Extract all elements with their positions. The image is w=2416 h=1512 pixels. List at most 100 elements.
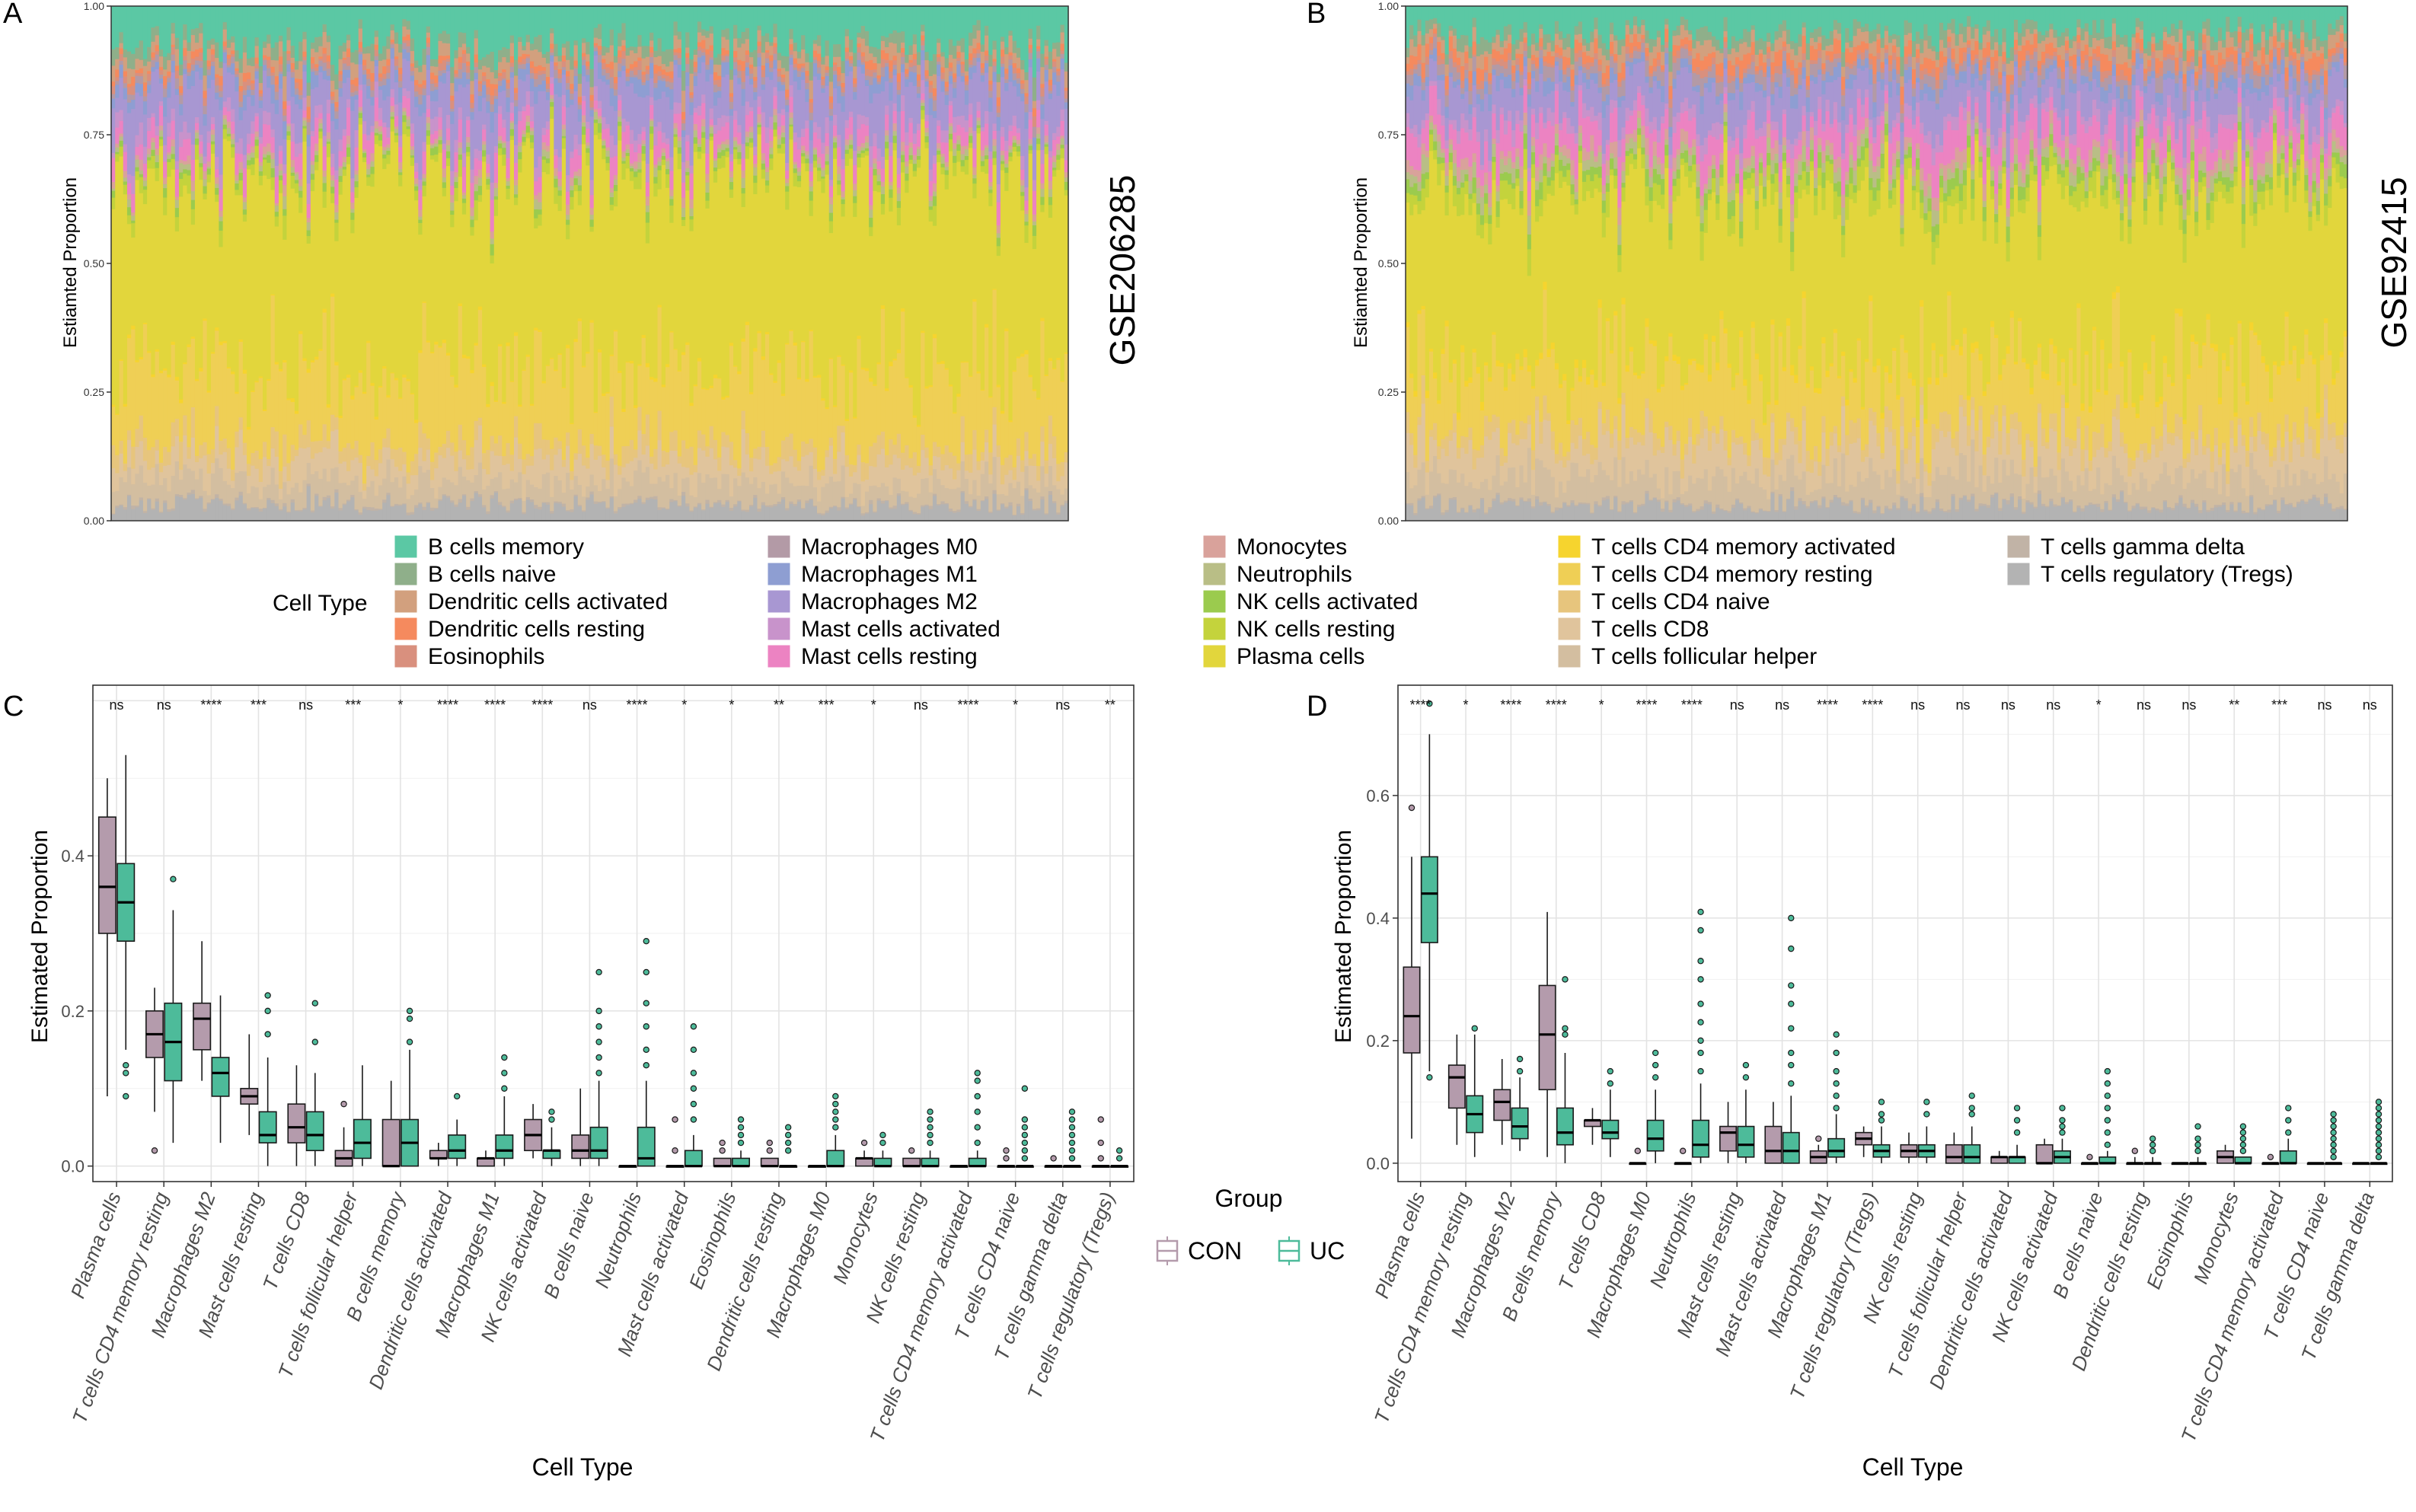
segment-b-cells-memory xyxy=(953,6,957,46)
segment-b-cells-naive xyxy=(310,42,315,49)
segment-monocytes xyxy=(398,161,403,170)
segment-b-cells-naive xyxy=(817,34,822,46)
segment-monocytes xyxy=(278,163,283,171)
segment-nk-cells-activated xyxy=(183,168,188,174)
segment-t-cells-cd8 xyxy=(577,453,582,485)
segment-monocytes xyxy=(142,177,148,181)
segment-b-cells-naive xyxy=(290,45,295,58)
segment-nk-cells-resting xyxy=(210,144,215,154)
segment-nk-cells-resting xyxy=(119,146,124,157)
segment-t-cells-follicular-helper xyxy=(123,482,128,508)
segment-macrophages-m2 xyxy=(167,97,172,123)
segment-eosinophils xyxy=(764,52,770,59)
segment-eosinophils xyxy=(509,62,515,67)
segment-t-cells-cd4-memory-resting xyxy=(210,353,215,450)
segment-monocytes xyxy=(677,136,682,141)
segment-dendritic-cells-resting xyxy=(123,71,128,77)
segment-nk-cells-activated xyxy=(764,180,770,186)
segment-t-cells-cd4-memory-resting xyxy=(486,407,491,450)
segment-macrophages-m2 xyxy=(757,65,762,97)
segment-nk-cells-activated xyxy=(390,116,395,120)
segment-b-cells-naive xyxy=(641,45,646,59)
segment-dendritic-cells-resting xyxy=(274,75,279,85)
segment-dendritic-cells-resting xyxy=(378,73,383,78)
segment-dendritic-cells-resting xyxy=(821,76,826,79)
segment-t-cells-cd8 xyxy=(733,467,738,479)
segment-dendritic-cells-resting xyxy=(438,55,443,64)
segment-eosinophils xyxy=(358,47,363,53)
segment-t-cells-cd4-memory-activated xyxy=(937,362,941,365)
segment-plasma-cells xyxy=(286,139,292,399)
segment-dendritic-cells-activated xyxy=(780,67,786,75)
segment-t-cells-cd8 xyxy=(330,431,335,469)
segment-nk-cells-activated xyxy=(199,162,204,167)
segment-t-cells-gamma-delta xyxy=(470,498,475,502)
segment-monocytes xyxy=(681,197,686,208)
segment-t-cells-cd8 xyxy=(905,464,910,492)
segment-t-cells-follicular-helper xyxy=(486,485,491,512)
segment-macrophages-m2 xyxy=(753,99,758,147)
segment-dendritic-cells-activated xyxy=(310,48,315,58)
segment-macrophages-m1 xyxy=(757,56,762,67)
sample-bar xyxy=(238,6,244,522)
segment-plasma-cells xyxy=(764,192,770,333)
segment-macrophages-m0 xyxy=(482,81,487,85)
segment-b-cells-memory xyxy=(247,6,251,59)
segment-neutrophils xyxy=(709,126,714,134)
segment-t-cells-follicular-helper xyxy=(529,484,535,499)
segment-b-cells-memory xyxy=(801,6,806,36)
segment-mast-cells-activated xyxy=(346,98,351,108)
sample-bar xyxy=(115,6,120,522)
segment-t-cells-cd4-memory-activated xyxy=(940,360,946,364)
segment-nk-cells-resting xyxy=(848,148,854,159)
segment-t-cells-follicular-helper xyxy=(653,483,659,496)
segment-b-cells-memory xyxy=(873,6,878,48)
segment-mast-cells-activated xyxy=(697,105,702,116)
segment-t-cells-cd4-memory-activated xyxy=(582,365,586,368)
sample-bar xyxy=(242,6,247,522)
segment-plasma-cells xyxy=(322,207,327,309)
segment-t-cells-regulatory-tregs xyxy=(649,498,654,522)
segment-monocytes xyxy=(525,115,531,123)
segment-dendritic-cells-activated xyxy=(873,56,878,64)
segment-dendritic-cells-resting xyxy=(502,69,507,72)
segment-b-cells-memory xyxy=(605,6,611,48)
segment-b-cells-memory xyxy=(477,6,483,60)
segment-macrophages-m2 xyxy=(434,100,439,117)
segment-t-cells-cd8 xyxy=(873,466,878,486)
sample-bar xyxy=(206,6,212,522)
segment-t-cells-regulatory-tregs xyxy=(115,507,120,522)
segment-t-cells-follicular-helper xyxy=(350,480,356,496)
segment-mast-cells-activated xyxy=(577,144,582,156)
segment-t-cells-cd4-memory-resting xyxy=(609,356,614,397)
segment-macrophages-m1 xyxy=(482,85,487,98)
segment-t-cells-cd4-naive xyxy=(916,465,921,473)
segment-plasma-cells xyxy=(717,168,722,378)
segment-dendritic-cells-resting xyxy=(199,47,204,53)
segment-macrophages-m2 xyxy=(793,81,798,133)
segment-t-cells-cd8 xyxy=(226,468,231,485)
segment-mast-cells-activated xyxy=(458,107,463,120)
segment-monocytes xyxy=(665,158,670,161)
segment-t-cells-follicular-helper xyxy=(876,486,882,499)
segment-macrophages-m1 xyxy=(634,77,638,94)
segment-mast-cells-activated xyxy=(442,143,447,150)
segment-macrophages-m2 xyxy=(876,93,882,148)
segment-b-cells-memory xyxy=(757,6,762,26)
segment-eosinophils xyxy=(689,94,694,98)
segment-dendritic-cells-activated xyxy=(522,49,527,54)
segment-dendritic-cells-resting xyxy=(358,41,363,48)
segment-t-cells-cd4-memory-activated xyxy=(621,408,627,413)
segment-macrophages-m0 xyxy=(669,81,675,90)
segment-t-cells-cd8 xyxy=(613,464,618,497)
segment-nk-cells-resting xyxy=(566,224,570,240)
segment-t-cells-gamma-delta xyxy=(314,493,319,496)
segment-eosinophils xyxy=(972,53,978,58)
segment-plasma-cells xyxy=(314,170,319,357)
segment-nk-cells-activated xyxy=(661,155,666,160)
segment-t-cells-cd4-memory-resting xyxy=(406,381,411,473)
segment-macrophages-m0 xyxy=(115,81,120,85)
segment-t-cells-cd4-memory-resting xyxy=(199,371,204,445)
segment-mast-cells-activated xyxy=(338,139,343,152)
segment-macrophages-m1 xyxy=(613,95,618,111)
